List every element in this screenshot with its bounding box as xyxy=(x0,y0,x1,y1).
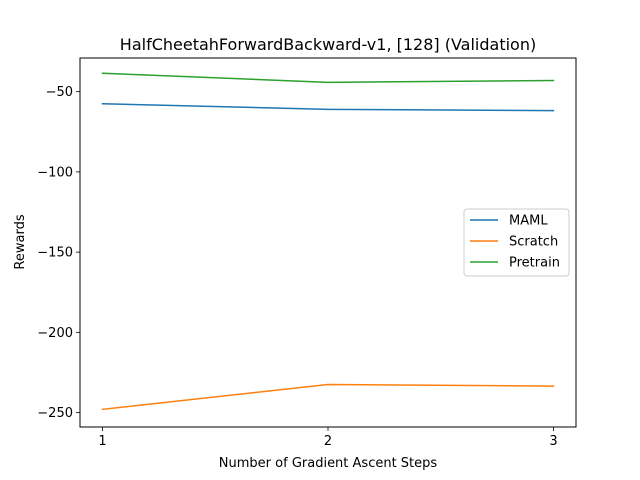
legend-label-scratch: Scratch xyxy=(509,235,558,250)
legend-label-pretrain: Pretrain xyxy=(509,256,560,271)
x-tick-label: 3 xyxy=(549,434,557,449)
chart-title: HalfCheetahForwardBackward-v1, [128] (Va… xyxy=(120,35,536,54)
legend-box xyxy=(463,208,570,277)
x-tick-label: 1 xyxy=(98,434,106,449)
x-axis-ticks: 1 2 3 xyxy=(98,427,558,449)
y-tick-label: −200 xyxy=(37,326,73,341)
series-line-maml xyxy=(101,102,555,112)
x-axis-label: Number of Gradient Ascent Steps xyxy=(219,456,438,471)
legend: MAML Scratch Pretrain xyxy=(463,208,570,277)
y-axis-label: Rewards xyxy=(13,214,28,269)
x-tick-label: 2 xyxy=(324,434,332,449)
y-tick-label: −150 xyxy=(37,246,73,261)
plot-area xyxy=(79,57,577,428)
y-axis-ticks: −50 −100 −150 −200 −250 xyxy=(37,85,80,421)
y-tick-label: −250 xyxy=(37,406,73,421)
series-line-pretrain xyxy=(101,72,555,84)
legend-label-maml: MAML xyxy=(509,214,548,229)
series-line-scratch xyxy=(101,383,555,411)
y-tick-label: −50 xyxy=(46,85,73,100)
y-tick-label: −100 xyxy=(37,165,73,180)
series-layer xyxy=(101,72,555,411)
